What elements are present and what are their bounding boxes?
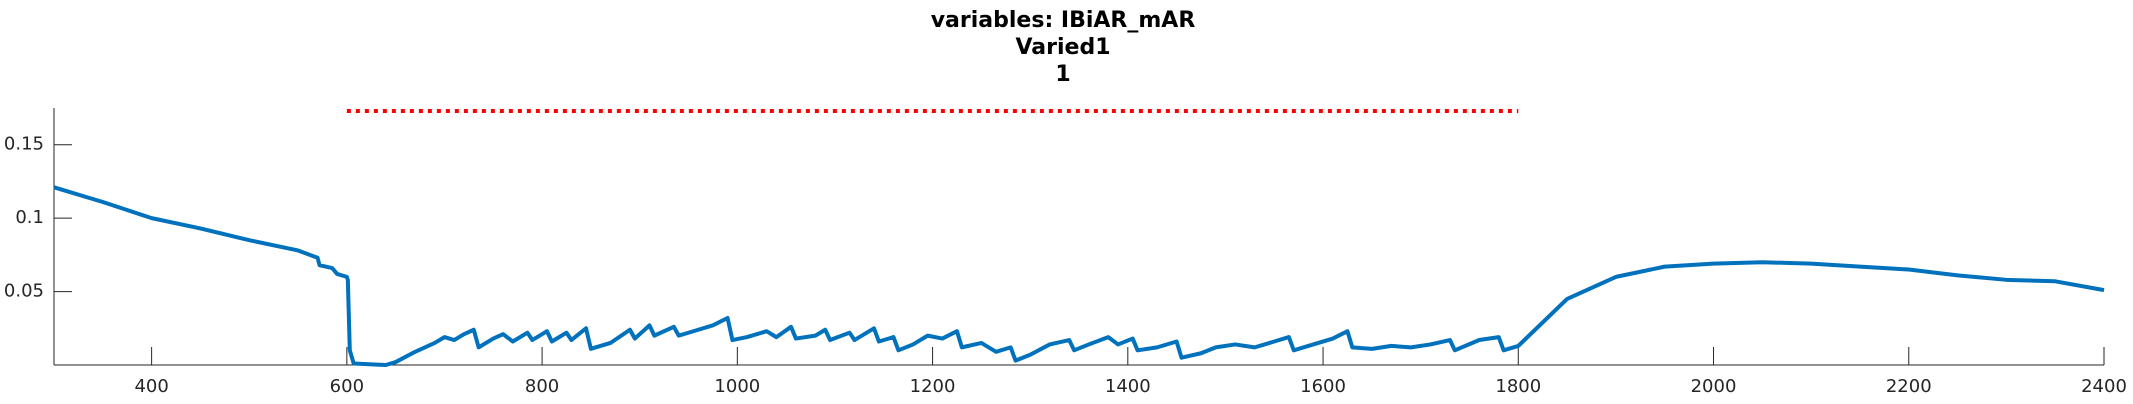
x-tick-label: 1600 (1300, 376, 1346, 397)
y-tick-label: 0.05 (4, 281, 44, 302)
x-tick-label: 2000 (1691, 376, 1737, 397)
x-tick-label: 600 (330, 376, 364, 397)
x-tick-label: 400 (134, 376, 168, 397)
x-tick-label: 1400 (1105, 376, 1151, 397)
chart-title: 1 (1055, 62, 1070, 87)
line (53, 185, 2105, 367)
x-tick-label: 1000 (714, 376, 760, 397)
x-tick-label: 800 (525, 376, 559, 397)
x-tick-label: 1800 (1495, 376, 1541, 397)
chart-title: Varied1 (1015, 35, 1110, 60)
x-tick-label: 2200 (1886, 376, 1932, 397)
x-tick-label: 1200 (910, 376, 956, 397)
y-tick-label: 0.15 (4, 134, 44, 155)
x-tick-label: 2400 (2081, 376, 2127, 397)
chart-title: variables: IBiAR_mAR (931, 8, 1196, 33)
y-tick-label: 0.1 (15, 207, 44, 228)
